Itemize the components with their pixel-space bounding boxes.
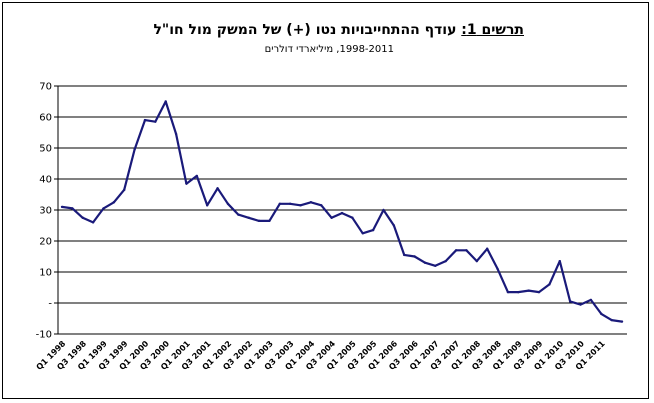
data-point xyxy=(579,303,582,306)
data-point xyxy=(164,100,167,103)
chart-subtitle: 1998-2011, מיליארדי דולרים xyxy=(264,44,394,55)
data-point xyxy=(237,213,240,216)
data-point xyxy=(226,202,230,205)
data-point xyxy=(413,255,416,258)
data-point xyxy=(71,207,74,210)
data-point xyxy=(133,148,136,151)
data-point xyxy=(143,118,147,122)
data-point xyxy=(610,318,613,322)
data-point xyxy=(351,216,354,219)
data-point xyxy=(382,208,385,212)
data-point xyxy=(496,267,499,271)
y-tick-label: 40 xyxy=(39,175,52,186)
data-point xyxy=(600,312,603,316)
data-point xyxy=(195,174,199,178)
y-tick-label: 20 xyxy=(39,237,52,248)
y-tick-label: 30 xyxy=(39,206,52,217)
data-point xyxy=(506,290,510,294)
chart-title-lead: תרשים 1: xyxy=(461,22,524,38)
data-point xyxy=(320,204,323,207)
data-point xyxy=(475,259,479,263)
data-point xyxy=(299,204,302,207)
data-point xyxy=(537,290,541,294)
chart-title-text: עודף ההתחייבויות נטו (+) של המשק מול חו"… xyxy=(153,22,462,38)
data-point xyxy=(361,232,364,235)
data-point xyxy=(423,261,427,264)
data-point xyxy=(174,132,178,136)
data-point xyxy=(444,259,447,263)
data-point xyxy=(454,249,458,252)
data-point xyxy=(548,283,551,286)
data-point xyxy=(527,289,530,292)
data-point xyxy=(268,219,271,223)
y-tick-label: -10 xyxy=(36,330,52,341)
y-tick-label: - xyxy=(48,299,52,310)
data-point xyxy=(185,182,188,185)
chart-title: תרשים 1: עודף ההתחייבויות נטו (+) של המש… xyxy=(40,22,524,38)
y-tick-label: 70 xyxy=(39,82,52,93)
data-series-line xyxy=(61,100,623,323)
data-point xyxy=(81,216,84,219)
data-point xyxy=(340,211,344,215)
data-point xyxy=(517,290,520,294)
data-point xyxy=(403,253,406,257)
data-point xyxy=(371,228,375,232)
data-point xyxy=(589,298,593,302)
data-point xyxy=(123,188,126,192)
data-point xyxy=(558,259,561,263)
data-point xyxy=(102,207,105,210)
data-point xyxy=(465,249,468,252)
chart-frame xyxy=(2,2,649,399)
y-tick-label: 60 xyxy=(39,113,52,124)
data-point xyxy=(216,187,219,190)
data-point xyxy=(257,219,261,223)
data-point xyxy=(288,202,292,205)
data-point xyxy=(309,201,313,204)
data-point xyxy=(112,201,116,204)
data-point xyxy=(278,202,281,205)
data-point xyxy=(620,320,624,323)
data-point xyxy=(434,264,437,267)
data-point xyxy=(330,216,333,219)
data-point xyxy=(91,221,95,224)
data-point xyxy=(154,120,157,123)
data-point xyxy=(60,205,64,209)
data-point xyxy=(568,300,572,303)
data-point xyxy=(392,224,396,227)
data-point xyxy=(205,204,209,207)
y-tick-label: 10 xyxy=(39,268,52,279)
y-tick-label: 50 xyxy=(39,144,52,155)
data-point xyxy=(247,216,250,219)
data-point xyxy=(485,247,489,250)
